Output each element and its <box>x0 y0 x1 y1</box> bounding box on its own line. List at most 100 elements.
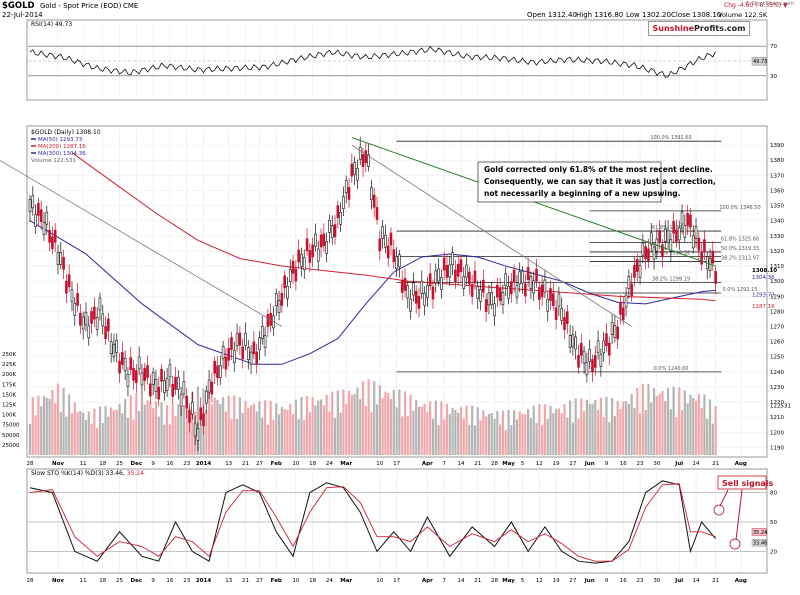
candle-body <box>216 365 219 379</box>
candle-body <box>319 234 323 248</box>
volume-bar <box>580 398 583 455</box>
price-axis-label: 1350 <box>770 204 784 210</box>
header-open-text: Open 1312.40 <box>527 11 577 19</box>
candle-body <box>398 254 401 268</box>
volume-bar <box>588 403 591 455</box>
x-tick-label: 27 <box>256 461 263 467</box>
sto-k-line <box>29 480 717 564</box>
candle-body <box>507 285 510 299</box>
price-axis-label: 1390 <box>770 143 784 149</box>
candle-body <box>675 229 678 243</box>
candle-body <box>311 244 314 258</box>
candle-body <box>149 383 152 397</box>
candle-body <box>588 349 591 362</box>
candle-body <box>107 318 110 332</box>
price-axis-label: 1360 <box>770 188 784 194</box>
volume-axis-label: 75000 <box>2 423 20 429</box>
sto-x-tick-label: Dec <box>131 578 143 584</box>
volume-bar <box>596 410 600 455</box>
candle-body <box>482 279 485 293</box>
volume-bar <box>308 412 311 455</box>
candle-body <box>353 162 356 176</box>
candle-body <box>605 333 608 347</box>
volume-bar <box>680 410 684 455</box>
rsi-last-value: 49.73 <box>753 59 767 65</box>
candle-body <box>364 150 368 164</box>
candle-body <box>93 306 96 320</box>
candle-body <box>140 372 144 386</box>
candle-body <box>493 303 496 317</box>
sto-x-tick-label: May <box>502 578 515 584</box>
candle-body <box>428 273 432 287</box>
candle-body <box>90 311 93 324</box>
candle-body <box>454 269 457 283</box>
volume-bar <box>79 411 82 455</box>
volume-bar <box>62 387 65 455</box>
sto-x-tick-label: 27 <box>569 578 576 584</box>
candle-body <box>260 326 264 339</box>
volume-bar <box>249 405 253 455</box>
volume-bar <box>532 405 535 455</box>
sto-x-tick-label: 24 <box>326 578 333 584</box>
candle-body <box>160 368 163 382</box>
volume-bar <box>577 418 580 455</box>
x-tick-label: 21 <box>242 461 249 467</box>
candle-body <box>87 325 91 339</box>
volume-bar <box>289 403 292 455</box>
sto-x-tick-label: Jun <box>584 578 595 584</box>
volume-bar <box>610 398 614 455</box>
sto-x-tick-label: Mar <box>340 578 352 584</box>
volume-bar <box>398 389 401 455</box>
rsi-panel-frame <box>26 19 768 101</box>
header-exchange: CME <box>123 2 138 10</box>
volume-bar <box>437 424 440 455</box>
candle-body <box>484 299 488 313</box>
header-exchange-text: CME <box>123 2 139 10</box>
volume-bar <box>591 403 594 455</box>
price-axis-label: 1380 <box>770 158 784 164</box>
fib-level-label: 0.0% 1240.00 <box>654 366 689 372</box>
price-marker-label: 1287.16 <box>752 304 775 310</box>
candle-body <box>389 232 393 246</box>
sto-axis-label: 50 <box>770 520 777 526</box>
candle-body <box>45 211 49 225</box>
candle-body <box>442 257 446 271</box>
volume-bar <box>703 394 706 455</box>
candle-body <box>372 194 376 208</box>
volume-bar <box>521 413 524 455</box>
volume-bar <box>420 406 423 455</box>
candle-body <box>686 213 689 226</box>
sto-legend-main: Slow STO %K(14) %D(3) 33.46, <box>31 470 125 477</box>
volume-bar <box>297 419 300 455</box>
volume-bar <box>40 406 43 455</box>
volume-bar <box>314 405 317 455</box>
candle-body <box>235 333 239 347</box>
brand-profits: Profits.com <box>694 24 746 33</box>
fib-level-label: 0.0% 1292.15 <box>723 287 758 293</box>
candle-body <box>554 307 558 320</box>
x-tick-label: 27 <box>569 461 576 467</box>
volume-bar <box>353 394 356 455</box>
price-axis-label: 1250 <box>770 355 784 361</box>
sto-x-tick-label: 19 <box>553 578 560 584</box>
x-tick-label: 28 <box>491 461 498 467</box>
volume-bar <box>602 417 605 455</box>
candle-body <box>37 203 40 216</box>
volume-bar <box>496 411 499 455</box>
candle-body <box>652 246 656 260</box>
price-axis-label: 1270 <box>770 325 784 331</box>
volume-bar <box>669 409 672 455</box>
candle-body <box>468 271 471 285</box>
price-legend-ma50: MA(50) 1293.73 <box>38 137 83 143</box>
comment-line-3: not necessarily a beginning of a new ups… <box>484 189 681 198</box>
volume-bar <box>672 386 675 455</box>
candle-body <box>476 286 480 299</box>
x-tick-label: May <box>502 461 515 467</box>
sto-axis-label: 20 <box>770 549 777 555</box>
x-tick-label: 21 <box>712 461 719 467</box>
sto-x-tick-label: 14 <box>457 578 464 584</box>
volume-bar <box>311 397 314 455</box>
candle-body <box>672 220 675 234</box>
header-credit: © StockCharts.com <box>745 1 794 7</box>
rsi-line <box>29 45 716 78</box>
